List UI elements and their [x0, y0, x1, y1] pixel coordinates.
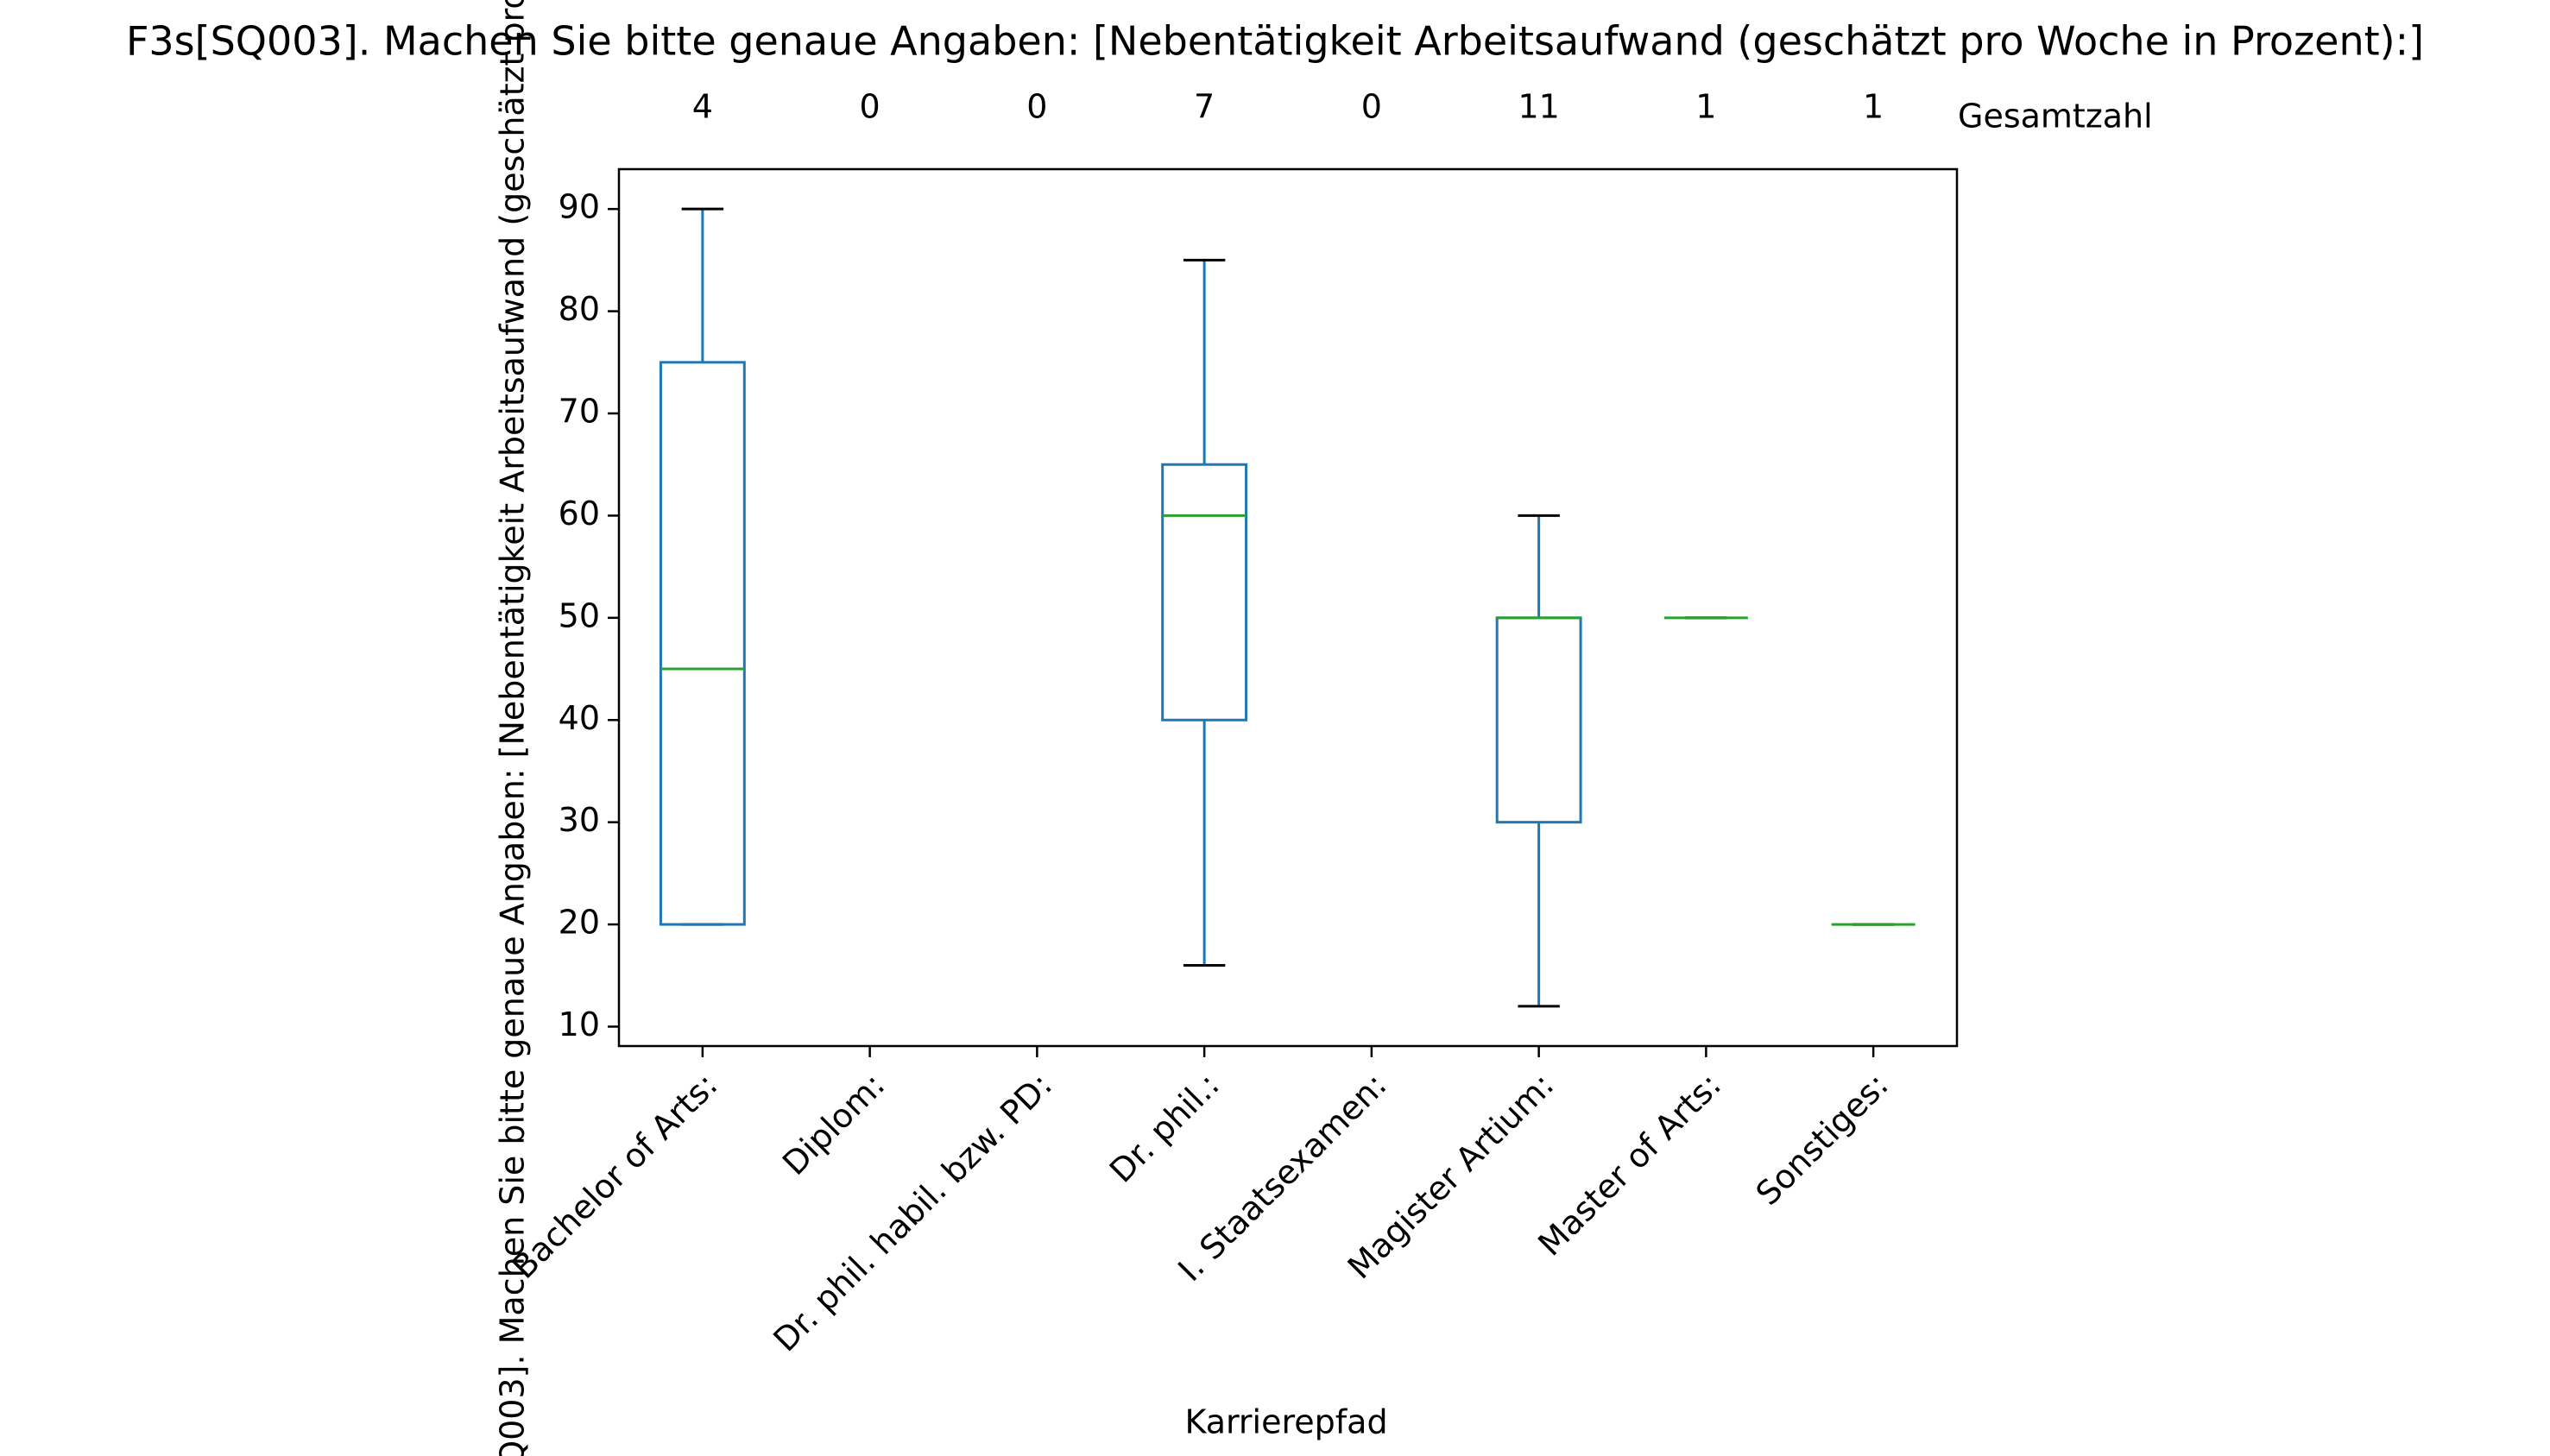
x-tick-label: Bachelor of Arts:	[504, 1066, 724, 1286]
y-tick-label: 50	[559, 596, 600, 634]
y-tick-label: 40	[559, 699, 600, 737]
count-label: 0	[860, 88, 881, 126]
y-tick-label: 80	[559, 290, 600, 328]
y-tick-label: 60	[559, 495, 600, 533]
chart-title: F3s[SQ003]. Machen Sie bitte genaue Anga…	[126, 18, 2424, 65]
counts-label: Gesamtzahl	[1958, 98, 2153, 136]
plot-frame	[617, 167, 1959, 1048]
count-label: 11	[1518, 88, 1559, 126]
y-tick-label: 20	[559, 904, 600, 942]
count-label: 1	[1695, 88, 1716, 126]
x-tick-label: Master of Arts:	[1531, 1066, 1728, 1264]
x-tick-label: Sonstiges:	[1749, 1066, 1896, 1213]
box	[1495, 616, 1582, 824]
count-label: 0	[1361, 88, 1382, 126]
y-tick-label: 70	[559, 393, 600, 431]
count-label: 0	[1026, 88, 1047, 126]
x-axis-label: Karrierepfad	[1184, 1403, 1387, 1441]
x-tick-label: Diplom:	[775, 1066, 892, 1182]
box	[1161, 463, 1248, 722]
y-axis-label: F3s[SQ003]. Machen Sie bitte genaue Anga…	[494, 0, 532, 1456]
y-tick-label: 90	[559, 188, 600, 226]
x-tick-label: Dr. phil.:	[1102, 1066, 1227, 1190]
count-label: 7	[1194, 88, 1215, 126]
count-label: 1	[1863, 88, 1884, 126]
y-tick-label: 10	[559, 1005, 600, 1043]
x-tick-label: Dr. phil. habil. bzw. PD:	[766, 1066, 1059, 1359]
count-label: 4	[692, 88, 713, 126]
y-tick-label: 30	[559, 801, 600, 839]
box	[659, 361, 746, 926]
